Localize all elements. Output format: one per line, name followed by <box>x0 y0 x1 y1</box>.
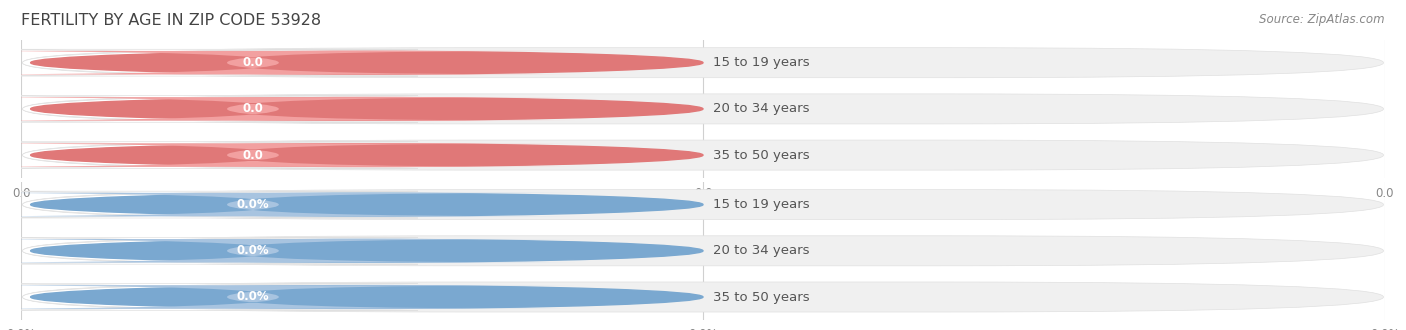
Circle shape <box>31 193 703 216</box>
Text: 0.0%: 0.0% <box>236 198 270 211</box>
Circle shape <box>31 285 703 309</box>
FancyBboxPatch shape <box>0 143 575 167</box>
Text: 0.0: 0.0 <box>242 56 263 69</box>
FancyBboxPatch shape <box>0 97 575 121</box>
Text: 0.0: 0.0 <box>1375 186 1395 200</box>
Circle shape <box>31 97 703 120</box>
Text: 0.0: 0.0 <box>693 186 713 200</box>
Circle shape <box>31 239 703 262</box>
Text: 0.0%: 0.0% <box>688 328 718 330</box>
FancyBboxPatch shape <box>0 237 418 264</box>
FancyBboxPatch shape <box>22 282 1384 312</box>
Text: 0.0%: 0.0% <box>6 328 37 330</box>
Text: 0.0: 0.0 <box>242 102 263 115</box>
FancyBboxPatch shape <box>22 48 1384 78</box>
Circle shape <box>31 51 703 74</box>
Text: 15 to 19 years: 15 to 19 years <box>713 56 810 69</box>
FancyBboxPatch shape <box>0 239 575 263</box>
Text: 20 to 34 years: 20 to 34 years <box>713 102 808 115</box>
Text: 0.0: 0.0 <box>242 148 263 162</box>
FancyBboxPatch shape <box>22 236 1384 266</box>
Text: FERTILITY BY AGE IN ZIP CODE 53928: FERTILITY BY AGE IN ZIP CODE 53928 <box>21 13 321 28</box>
FancyBboxPatch shape <box>0 142 418 169</box>
FancyBboxPatch shape <box>0 283 418 311</box>
FancyBboxPatch shape <box>22 189 1384 220</box>
FancyBboxPatch shape <box>0 285 575 309</box>
FancyBboxPatch shape <box>22 94 1384 124</box>
FancyBboxPatch shape <box>0 95 418 122</box>
Text: 0.0%: 0.0% <box>1369 328 1400 330</box>
Circle shape <box>31 144 703 167</box>
Text: 35 to 50 years: 35 to 50 years <box>713 148 810 162</box>
Text: 35 to 50 years: 35 to 50 years <box>713 290 810 304</box>
Text: 0.0%: 0.0% <box>236 290 270 304</box>
Text: Source: ZipAtlas.com: Source: ZipAtlas.com <box>1260 13 1385 26</box>
Text: 20 to 34 years: 20 to 34 years <box>713 244 808 257</box>
FancyBboxPatch shape <box>0 49 418 76</box>
Text: 15 to 19 years: 15 to 19 years <box>713 198 810 211</box>
FancyBboxPatch shape <box>22 140 1384 170</box>
Text: 0.0%: 0.0% <box>236 244 270 257</box>
Text: 0.0: 0.0 <box>11 186 31 200</box>
FancyBboxPatch shape <box>0 191 418 218</box>
FancyBboxPatch shape <box>0 193 575 216</box>
FancyBboxPatch shape <box>0 51 575 75</box>
